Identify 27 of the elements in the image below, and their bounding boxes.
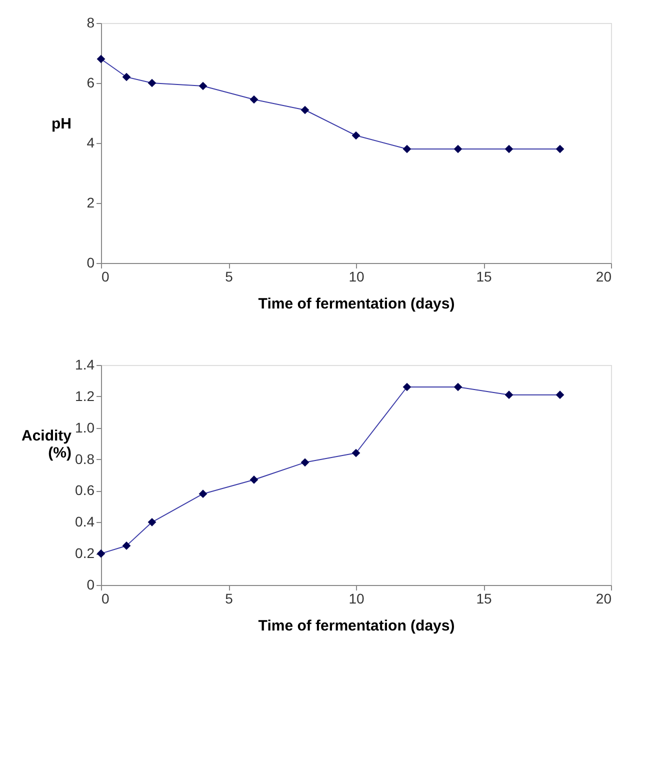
x-tick-label: 0	[102, 268, 110, 284]
y-tick-label: 0	[86, 254, 95, 270]
y-tick-label: 0	[86, 576, 95, 592]
y-tick-label: 0.6	[75, 482, 95, 498]
y-tick-label: 0.2	[75, 545, 95, 562]
x-tick-label: 10	[348, 590, 364, 606]
y-tick-label: 1.4	[75, 356, 95, 372]
y-tick-label: 1.0	[75, 419, 95, 436]
x-tick-label: 15	[476, 268, 492, 284]
y-axis-title: Acidity (%)	[21, 428, 72, 462]
x-tick-label: 20	[596, 268, 612, 284]
x-axis-title: Time of fermentation (days)	[258, 296, 455, 312]
x-tick-label: 5	[225, 268, 234, 284]
x-tick-label: 5	[225, 590, 234, 606]
x-tick-label: 0	[102, 590, 110, 606]
x-axis-title: Time of fermentation (days)	[258, 618, 455, 634]
y-tick-label: 2	[86, 194, 95, 210]
y-tick-label: 4	[86, 134, 95, 150]
y-tick-label: 0.4	[75, 514, 95, 530]
y-tick-label: 6	[86, 74, 95, 90]
y-axis-title: pH	[52, 116, 72, 132]
x-tick-label: 10	[348, 268, 364, 284]
x-tick-label: 20	[596, 590, 612, 606]
y-tick-label: 1.2	[75, 388, 95, 404]
x-tick-label: 15	[476, 590, 492, 606]
y-tick-label: 8	[86, 14, 95, 30]
y-tick-label: 0.8	[75, 450, 95, 467]
